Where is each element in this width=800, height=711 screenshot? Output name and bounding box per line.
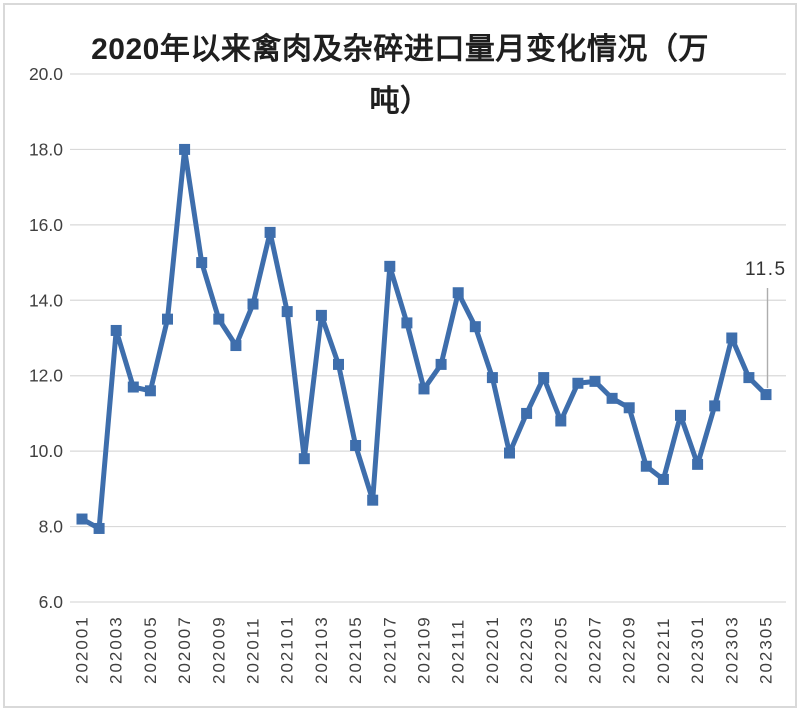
last-point-data-label: 11.5: [745, 259, 787, 280]
y-tick-label: 16.0: [29, 215, 63, 235]
y-tick-label: 20.0: [29, 64, 63, 84]
chart-title: 2020年以来禽肉及杂碎进口量月变化情况（万 吨）: [0, 24, 800, 128]
x-tick-label: 202005: [141, 615, 160, 684]
data-point-marker: [110, 324, 122, 336]
data-point-marker: [418, 383, 430, 395]
data-point-marker: [572, 377, 584, 389]
data-point-marker: [401, 317, 413, 329]
x-tick-label: 202201: [483, 615, 502, 684]
data-point-marker: [264, 226, 276, 238]
data-point-marker: [504, 447, 515, 459]
x-tick-label: 202107: [380, 615, 399, 684]
data-point-marker: [315, 309, 327, 321]
y-tick-label: 18.0: [29, 139, 63, 159]
data-point-marker: [692, 458, 704, 470]
data-point-marker: [333, 358, 344, 370]
data-point-marker: [452, 287, 464, 299]
data-point-marker: [144, 385, 156, 397]
data-point-marker: [589, 375, 601, 387]
data-point-marker: [657, 473, 669, 485]
data-point-marker: [93, 522, 105, 534]
data-point-marker: [760, 389, 772, 401]
data-point-marker: [213, 313, 225, 325]
x-tick-label: 202001: [73, 615, 92, 684]
x-tick-label: 202207: [586, 615, 605, 684]
data-point-marker: [179, 143, 191, 155]
data-point-marker: [281, 306, 293, 318]
x-tick-label: 202301: [688, 615, 707, 684]
data-point-marker: [230, 340, 242, 352]
data-point-marker: [367, 494, 379, 506]
y-tick-label: 12.0: [29, 366, 63, 386]
data-point-marker: [675, 409, 686, 421]
data-point-marker: [196, 257, 208, 269]
data-point-marker: [743, 372, 755, 384]
data-point-marker: [127, 381, 139, 393]
y-tick-label: 14.0: [29, 290, 63, 310]
data-point-marker: [606, 392, 618, 404]
data-point-marker: [538, 372, 550, 384]
data-point-marker: [486, 372, 498, 384]
data-point-marker: [298, 453, 310, 465]
x-tick-label: 202003: [107, 615, 126, 684]
x-tick-label: 202205: [551, 615, 570, 684]
data-point-marker: [350, 439, 362, 451]
chart-title-line-1: 2020年以来禽肉及杂碎进口量月变化情况（万: [91, 33, 709, 66]
data-point-marker: [623, 402, 635, 414]
x-tick-label: 202305: [757, 615, 776, 684]
y-tick-label: 6.0: [39, 592, 64, 612]
y-tick-label: 10.0: [29, 441, 63, 461]
data-point-marker: [384, 260, 396, 272]
y-tick-label: 8.0: [39, 517, 64, 537]
data-point-marker: [469, 321, 481, 333]
data-point-marker: [555, 415, 567, 427]
data-point-marker: [162, 313, 173, 325]
x-tick-label: 202209: [620, 615, 639, 684]
x-tick-label: 202105: [346, 615, 365, 684]
x-tick-label: 202007: [175, 615, 194, 684]
x-tick-label: 202303: [722, 615, 741, 684]
chart-title-line-2: 吨）: [369, 85, 431, 118]
data-point-marker: [726, 332, 738, 344]
data-point-marker: [709, 400, 721, 412]
x-tick-label: 202211: [654, 617, 673, 684]
data-point-marker: [521, 407, 533, 419]
x-tick-label: 202111: [449, 618, 468, 684]
x-tick-label: 202203: [517, 615, 536, 684]
x-tick-label: 202109: [415, 615, 434, 684]
data-point-marker: [247, 298, 259, 310]
x-tick-label: 202103: [312, 615, 331, 684]
x-tick-label: 202009: [209, 615, 228, 684]
x-tick-label: 202101: [278, 615, 297, 684]
series-line: [79, 146, 769, 531]
x-tick-label: 202011: [244, 617, 263, 684]
data-point-marker: [435, 358, 447, 370]
data-point-marker: [76, 513, 88, 525]
data-point-marker: [640, 460, 652, 472]
